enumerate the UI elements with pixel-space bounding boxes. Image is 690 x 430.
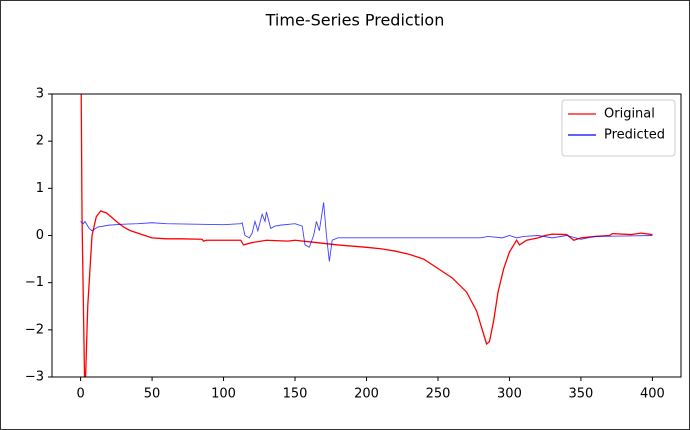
y-tick-label: 3 [36,87,44,102]
y-tick-label: 2 [36,134,44,149]
y-tick-label: −1 [25,275,44,290]
x-tick-label: 0 [76,387,84,402]
legend-label: Predicted [604,128,665,143]
x-tick-label: 250 [426,387,451,402]
series-line [80,202,653,262]
chart-title: Time-Series Prediction [265,11,445,30]
legend-label: Original [604,107,655,122]
x-tick-label: 200 [354,387,379,402]
plot-area [80,94,653,377]
y-tick-label: 0 [36,228,44,243]
series-line [80,94,653,377]
x-tick-label: 150 [283,387,308,402]
y-tick-label: −3 [25,370,44,385]
y-tick-label: −2 [25,322,44,337]
y-tick-label: 1 [36,181,44,196]
x-tick-label: 400 [640,387,665,402]
x-tick-label: 100 [211,387,236,402]
x-tick-label: 300 [497,387,522,402]
x-tick-label: 50 [144,387,161,402]
x-tick-label: 350 [569,387,594,402]
